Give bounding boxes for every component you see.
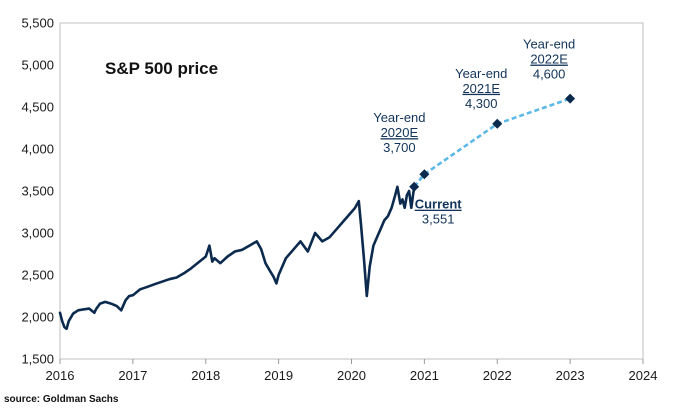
annotation-ye2022-line: 4,600 xyxy=(533,67,566,82)
forecast-marker xyxy=(492,118,503,129)
annotation-ye2020-line: 2020E xyxy=(381,125,419,140)
annotation-ye2020-line: 3,700 xyxy=(383,140,416,155)
annotation-ye2021-line: 4,300 xyxy=(465,96,498,111)
x-axis-ticks: 2016 2017 2018 2019 2020 2021 2022 2023 2024 xyxy=(46,359,658,383)
y-tick-label: 3,000 xyxy=(21,226,54,241)
annotation-current-line: Current xyxy=(415,197,463,212)
annotation-ye2021-line: Year-end xyxy=(455,66,507,81)
annotation-current-line: 3,551 xyxy=(422,212,455,227)
y-tick-label: 2,500 xyxy=(21,268,54,283)
forecast-marker xyxy=(565,93,576,104)
forecast-series-line xyxy=(413,97,571,188)
x-tick-label: 2018 xyxy=(191,368,220,383)
x-tick-label: 2021 xyxy=(410,368,439,383)
y-axis-ticks: 1,500 2,000 2,500 3,000 3,500 4,000 4,500 5,000… xyxy=(21,16,54,367)
y-tick-label: 1,500 xyxy=(21,352,54,367)
y-tick-label: 2,000 xyxy=(21,310,54,325)
y-tick-label: 4,500 xyxy=(21,100,54,115)
annotation-ye2022-line: Year-end xyxy=(523,37,575,52)
x-tick-label: 2022 xyxy=(483,368,512,383)
y-tick-label: 3,500 xyxy=(21,184,54,199)
forecast-markers xyxy=(409,93,576,192)
annotations: Current3,551Year-end2020E3,700Year-end20… xyxy=(373,37,575,227)
source-note: source: Goldman Sachs xyxy=(4,394,119,405)
x-tick-label: 2016 xyxy=(46,368,75,383)
x-tick-label: 2020 xyxy=(337,368,366,383)
y-tick-label: 4,000 xyxy=(21,142,54,157)
x-tick-label: 2023 xyxy=(556,368,585,383)
annotation-ye2020-line: Year-end xyxy=(373,110,425,125)
history-series-line xyxy=(58,185,416,331)
x-tick-label: 2024 xyxy=(629,368,658,383)
forecast-marker xyxy=(409,181,420,192)
x-tick-label: 2019 xyxy=(264,368,293,383)
annotation-ye2021-line: 2021E xyxy=(462,81,500,96)
annotation-ye2022-line: 2022E xyxy=(530,52,568,67)
chart-title: S&P 500 price xyxy=(105,59,218,78)
y-tick-label: 5,000 xyxy=(21,58,54,73)
y-tick-label: 5,500 xyxy=(21,16,54,31)
x-tick-label: 2017 xyxy=(118,368,147,383)
forecast-marker xyxy=(419,169,430,180)
